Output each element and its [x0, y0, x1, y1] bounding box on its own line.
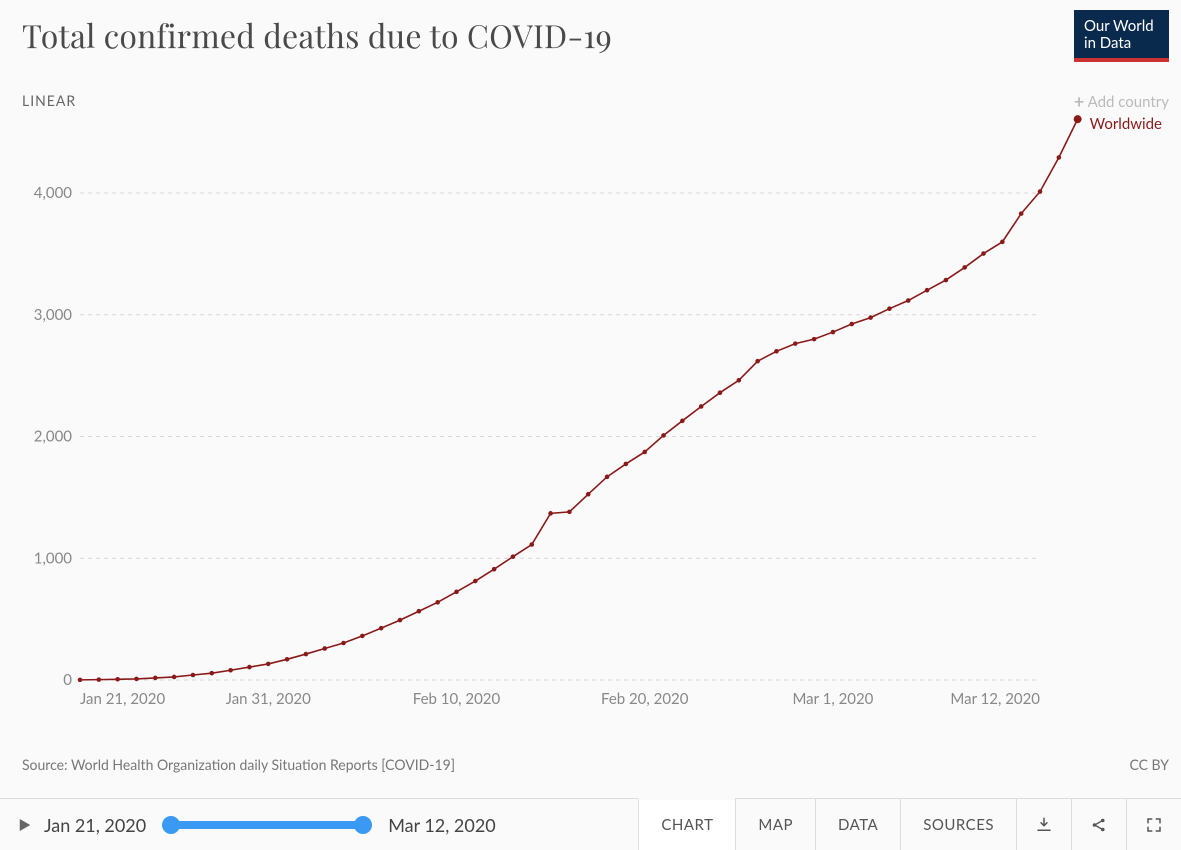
share-icon: [1090, 816, 1108, 834]
download-icon: [1035, 816, 1053, 834]
chart-container: Total confirmed deaths due to COVID-19 O…: [0, 0, 1181, 850]
slider-thumb-start[interactable]: [162, 816, 180, 834]
time-start-label: Jan 21, 2020: [44, 814, 146, 836]
scale-toggle[interactable]: LINEAR: [22, 92, 76, 109]
header: Total confirmed deaths due to COVID-19: [22, 14, 1159, 57]
svg-text:3,000: 3,000: [34, 306, 73, 324]
plus-icon: +: [1074, 90, 1084, 112]
tab-sources[interactable]: SOURCES: [900, 799, 1016, 850]
line-chart-svg[interactable]: 0 1,000 2,000 3,000 4,000 Jan 21, 2020 Jan 31,…: [22, 114, 1162, 734]
fullscreen-icon: [1145, 816, 1163, 834]
slider-track: [168, 821, 366, 829]
time-slider[interactable]: [162, 817, 372, 833]
svg-text:0: 0: [63, 671, 72, 689]
svg-text:1,000: 1,000: [34, 549, 73, 567]
svg-text:Jan 31, 2020: Jan 31, 2020: [226, 690, 311, 708]
svg-text:Feb 20, 2020: Feb 20, 2020: [601, 690, 689, 708]
svg-text:4,000: 4,000: [34, 184, 73, 202]
time-end-label: Mar 12, 2020: [388, 814, 496, 836]
svg-text:Feb 10, 2020: Feb 10, 2020: [413, 690, 501, 708]
source-text: Source: World Health Organization daily …: [22, 756, 455, 773]
download-button[interactable]: [1016, 799, 1071, 850]
svg-text:Mar 12, 2020: Mar 12, 2020: [950, 690, 1040, 708]
footer: Jan 21, 2020 Mar 12, 2020 CHART MAP DATA…: [0, 798, 1181, 850]
fullscreen-button[interactable]: [1126, 799, 1181, 850]
time-panel: Jan 21, 2020 Mar 12, 2020: [0, 799, 638, 850]
svg-text:2,000: 2,000: [34, 428, 73, 446]
add-country-label: Add country: [1088, 93, 1169, 111]
license-text: CC BY: [1129, 756, 1169, 773]
svg-text:Jan 21, 2020: Jan 21, 2020: [80, 690, 165, 708]
add-country-button[interactable]: + Add country: [1074, 90, 1169, 112]
share-button[interactable]: [1071, 799, 1126, 850]
tab-chart[interactable]: CHART: [638, 798, 735, 850]
series-label-worldwide[interactable]: Worldwide: [1090, 115, 1162, 133]
slider-thumb-end[interactable]: [354, 816, 372, 834]
logo-line2: in Data: [1084, 35, 1159, 52]
tab-map[interactable]: MAP: [735, 799, 815, 850]
chart-area: 0 1,000 2,000 3,000 4,000 Jan 21, 2020 Jan 31,…: [22, 114, 1162, 734]
svg-text:Mar 1, 2020: Mar 1, 2020: [792, 690, 873, 708]
play-icon[interactable]: [16, 816, 34, 834]
logo-line1: Our World: [1084, 18, 1159, 35]
tab-data[interactable]: DATA: [815, 799, 900, 850]
owid-logo[interactable]: Our World in Data: [1074, 10, 1169, 62]
source-row: Source: World Health Organization daily …: [22, 756, 1169, 773]
chart-title: Total confirmed deaths due to COVID-19: [22, 14, 1159, 57]
footer-tabs: CHART MAP DATA SOURCES: [638, 799, 1181, 850]
